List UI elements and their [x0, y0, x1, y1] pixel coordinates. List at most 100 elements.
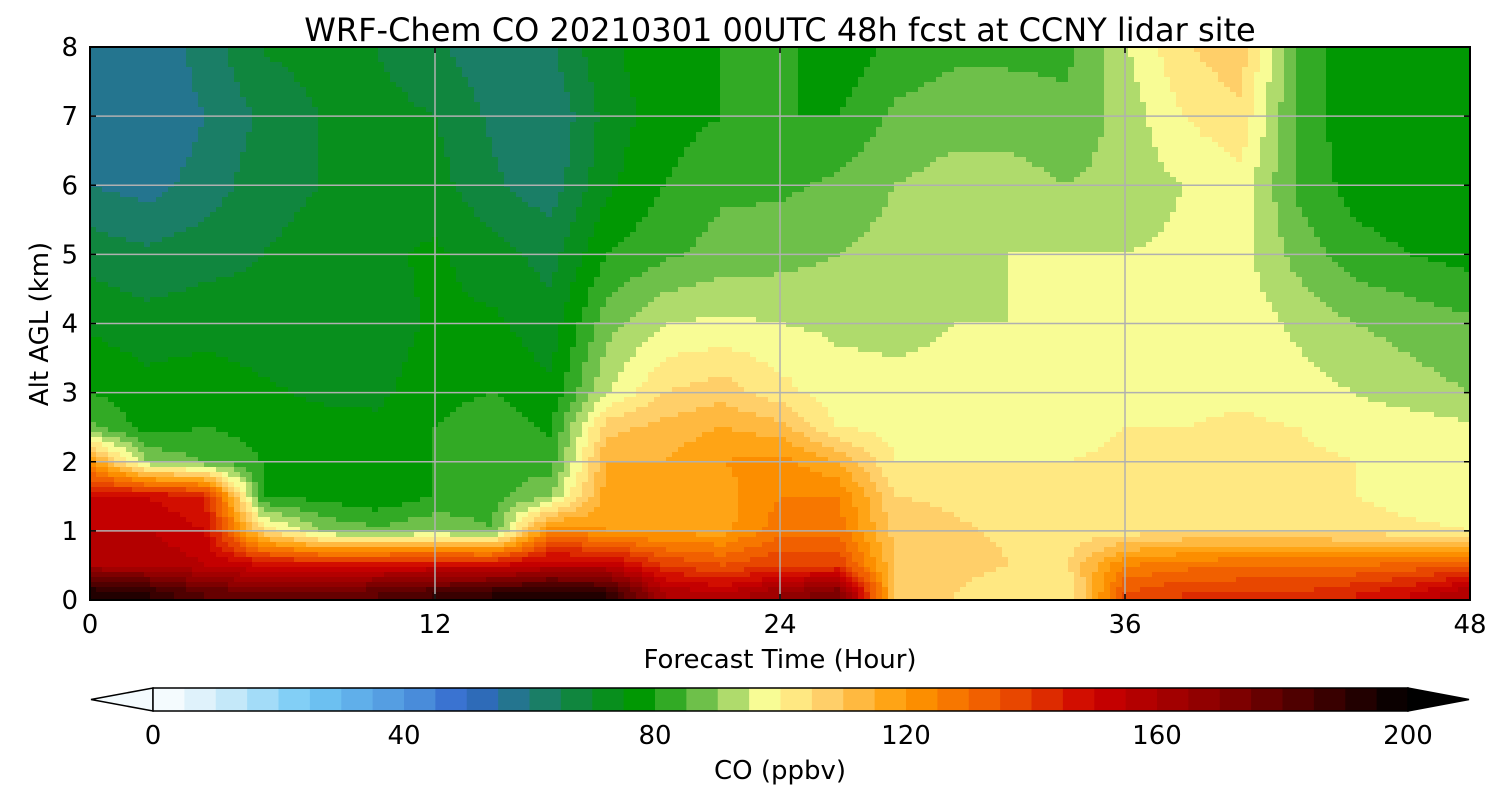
heatmap-cell	[738, 127, 745, 133]
heatmap-cell	[120, 142, 127, 148]
heatmap-cell	[894, 72, 901, 78]
heatmap-cell	[156, 112, 163, 118]
heatmap-cell	[1194, 72, 1201, 78]
heatmap-cell	[132, 57, 139, 63]
heatmap-cell	[840, 82, 847, 88]
heatmap-cell	[306, 122, 313, 128]
heatmap-cell	[1458, 132, 1465, 138]
heatmap-cell	[486, 72, 493, 78]
heatmap-cell	[780, 152, 787, 158]
heatmap-cell	[1098, 137, 1105, 143]
heatmap-cell	[198, 132, 205, 138]
heatmap-cell	[126, 122, 133, 128]
heatmap-cell	[906, 77, 913, 83]
heatmap-cell	[1074, 117, 1081, 123]
heatmap-cell	[900, 72, 907, 78]
heatmap-cell	[1308, 122, 1315, 128]
heatmap-cell	[624, 137, 631, 143]
heatmap-cell	[96, 142, 103, 148]
heatmap-cell	[360, 97, 367, 103]
heatmap-cell	[1056, 132, 1063, 138]
heatmap-cell	[1320, 97, 1327, 103]
heatmap-cell	[1326, 82, 1333, 88]
heatmap-cell	[1368, 67, 1375, 73]
heatmap-cell	[876, 112, 883, 118]
heatmap-cell	[456, 117, 463, 123]
heatmap-cell	[402, 82, 409, 88]
heatmap-cell	[228, 97, 235, 103]
heatmap-cell	[354, 122, 361, 128]
heatmap-cell	[636, 107, 643, 113]
heatmap-cell	[294, 47, 301, 53]
heatmap-cell	[972, 72, 979, 78]
heatmap-cell	[660, 117, 667, 123]
heatmap-cell	[144, 127, 151, 133]
heatmap-cell	[456, 77, 463, 83]
heatmap-cell	[1206, 102, 1213, 108]
heatmap-cell	[1332, 137, 1339, 143]
heatmap-cell	[846, 62, 853, 68]
heatmap-cell	[1332, 82, 1339, 88]
heatmap-cell	[420, 132, 427, 138]
heatmap-cell	[678, 117, 685, 123]
heatmap-cell	[300, 47, 307, 53]
heatmap-cell	[1380, 57, 1387, 63]
heatmap-cell	[1260, 102, 1267, 108]
heatmap-cell	[828, 127, 835, 133]
heatmap-field	[90, 47, 1471, 601]
heatmap-cell	[906, 92, 913, 98]
heatmap-cell	[900, 52, 907, 58]
heatmap-cell	[396, 152, 403, 158]
heatmap-cell	[1140, 47, 1147, 53]
heatmap-cell	[1188, 132, 1195, 138]
heatmap-cell	[1086, 92, 1093, 98]
heatmap-cell	[396, 47, 403, 53]
heatmap-cell	[804, 102, 811, 108]
heatmap-cell	[198, 137, 205, 143]
heatmap-cell	[1140, 122, 1147, 128]
heatmap-cell	[612, 67, 619, 73]
heatmap-cell	[462, 102, 469, 108]
heatmap-cell	[918, 52, 925, 58]
heatmap-cell	[1194, 87, 1201, 93]
heatmap-cell	[984, 77, 991, 83]
heatmap-cell	[678, 57, 685, 63]
heatmap-cell	[1332, 67, 1339, 73]
heatmap-cell	[612, 112, 619, 118]
heatmap-cell	[1086, 72, 1093, 78]
heatmap-cell	[972, 57, 979, 63]
heatmap-cell	[1008, 67, 1015, 73]
heatmap-cell	[228, 57, 235, 63]
heatmap-cell	[984, 87, 991, 93]
heatmap-cell	[582, 107, 589, 113]
heatmap-cell	[180, 142, 187, 148]
heatmap-cell	[756, 142, 763, 148]
heatmap-cell	[1104, 107, 1111, 113]
heatmap-cell	[108, 62, 115, 68]
heatmap-cell	[810, 107, 817, 113]
heatmap-cell	[930, 52, 937, 58]
heatmap-cell	[738, 77, 745, 83]
heatmap-cell	[474, 62, 481, 68]
heatmap-cell	[114, 122, 121, 128]
heatmap-cell	[828, 97, 835, 103]
heatmap-cell	[888, 112, 895, 118]
heatmap-cell	[96, 102, 103, 108]
heatmap-cell	[1404, 127, 1411, 133]
heatmap-cell	[1002, 47, 1009, 53]
heatmap-cell	[900, 112, 907, 118]
heatmap-cell	[666, 72, 673, 78]
heatmap-cell	[1224, 102, 1231, 108]
heatmap-cell	[948, 77, 955, 83]
heatmap-cell	[174, 127, 181, 133]
heatmap-cell	[1152, 137, 1159, 143]
heatmap-cell	[324, 137, 331, 143]
heatmap-cell	[150, 147, 157, 153]
heatmap-cell	[468, 82, 475, 88]
heatmap-cell	[1200, 82, 1207, 88]
heatmap-cell	[378, 137, 385, 143]
heatmap-cell	[1050, 112, 1057, 118]
heatmap-cell	[840, 102, 847, 108]
heatmap-cell	[264, 92, 271, 98]
heatmap-cell	[198, 67, 205, 73]
